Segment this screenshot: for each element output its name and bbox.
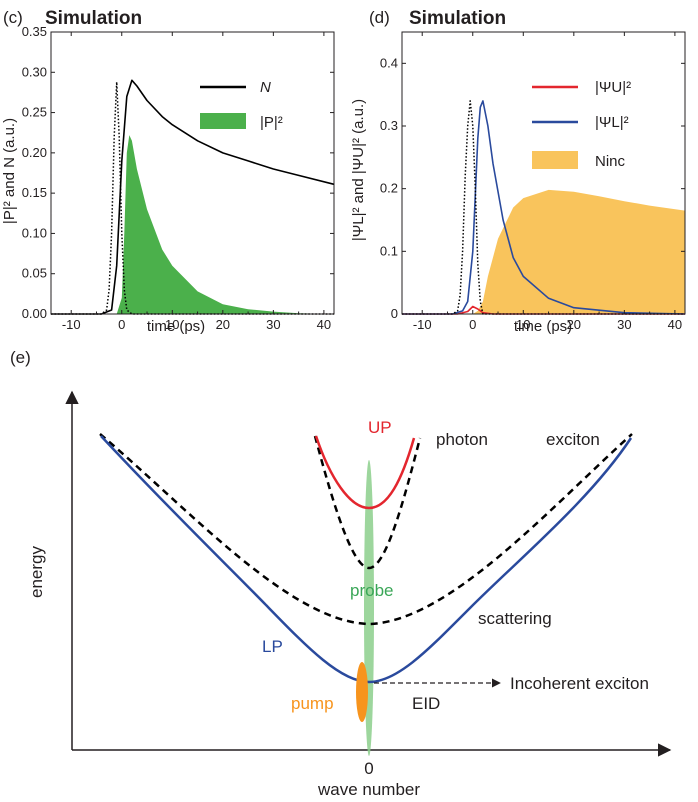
d-ytick-label: 0.1 <box>380 243 398 258</box>
c-xtick-label: 20 <box>216 317 230 332</box>
photon-dispersion <box>313 435 422 570</box>
panel-c: (c) Simulation |P|² and N (a.u.) time (p… <box>1 8 335 335</box>
d-xtick-label: 0 <box>469 317 476 332</box>
d-series-area-2 <box>402 189 685 314</box>
c-ytick-label: 0.05 <box>22 266 47 281</box>
legend-p-swatch <box>200 113 246 129</box>
panel-c-tag: (c) <box>3 8 23 27</box>
panel-c-xlabel: time (ps) <box>147 318 205 335</box>
c-xtick-label: 30 <box>266 317 280 332</box>
legend-ninc-label: Ninc <box>595 153 626 170</box>
legend-n-label: N <box>260 79 271 96</box>
panel-e: (e) 0 wave number energy UP ph <box>10 348 672 799</box>
d-xtick-label: 30 <box>617 317 631 332</box>
d-ytick-label: 0.3 <box>380 118 398 133</box>
d-ytick-label: 0.2 <box>380 181 398 196</box>
energy-label: energy <box>27 546 46 598</box>
c-ytick-label: 0.25 <box>22 105 47 120</box>
c-ytick-label: 0.30 <box>22 64 47 79</box>
d-frame <box>401 31 686 315</box>
c-frame <box>50 31 335 315</box>
legend-p-label: |P|² <box>260 114 283 131</box>
legend-psiu-label: |ΨU|² <box>595 79 631 96</box>
panel-d-title: Simulation <box>409 8 506 29</box>
c-ytick-label: 0.35 <box>22 24 47 39</box>
panel-d-ylabel: |ΨL|² and |ΨU|² (a.u.) <box>350 99 367 241</box>
c-xtick-label: -10 <box>62 317 81 332</box>
c-ytick-label: 0.10 <box>22 225 47 240</box>
up-branch <box>314 435 416 510</box>
eid-label: EID <box>412 694 440 713</box>
panel-e-tag: (e) <box>10 348 31 367</box>
panel-d-tag: (d) <box>369 8 390 27</box>
c-series-line-0 <box>51 79 335 315</box>
d-ytick-label: 0 <box>391 306 398 321</box>
c-xtick-label: 40 <box>317 317 331 332</box>
c-series-area-1 <box>51 135 334 314</box>
c-xtick-label: 0 <box>118 317 125 332</box>
d-xtick-label: -10 <box>413 317 432 332</box>
legend-ninc-swatch <box>532 151 578 169</box>
panel-c-plot: -10 0 10 20 30 40 0.00 0.05 0.10 0.15 0.20 0.25 0.30… <box>22 24 335 332</box>
wavenumber-label: wave number <box>317 780 420 799</box>
c-ytick-label: 0.15 <box>22 185 47 200</box>
d-ytick-label: 0.4 <box>380 55 398 70</box>
panel-d-plot: -10 0 10 20 30 40 0 0.1 0.2 0.3 0.4 <box>380 31 686 332</box>
c-xtick-label: 10 <box>165 317 179 332</box>
panel-c-title: Simulation <box>45 8 142 29</box>
incoherent-exciton-label: Incoherent exciton <box>510 674 649 693</box>
panel-c-ylabel: |P|² and N (a.u.) <box>1 118 18 224</box>
d-series-line-1 <box>402 100 686 315</box>
lp-branch <box>100 435 633 684</box>
lp-label: LP <box>262 637 283 656</box>
d-xtick-label: 40 <box>668 317 682 332</box>
c-ytick-label: 0.00 <box>22 306 47 321</box>
probe-label: probe <box>350 581 393 600</box>
panel-d-legend: |ΨU|² |ΨL|² Ninc <box>532 79 631 170</box>
panel-d-xlabel: time (ps) <box>514 318 572 335</box>
exciton-label: exciton <box>546 430 600 449</box>
scattering-label: scattering <box>478 609 552 628</box>
pump-label: pump <box>291 694 334 713</box>
photon-label: photon <box>436 430 488 449</box>
panel-d: (d) Simulation |ΨL|² and |ΨU|² (a.u.) ti… <box>350 8 686 335</box>
wavenumber-zero-tick: 0 <box>364 759 373 778</box>
panel-c-legend: N |P|² <box>200 79 283 131</box>
up-label: UP <box>368 418 392 437</box>
pump-spot <box>356 662 368 722</box>
legend-psil-label: |ΨL|² <box>595 114 629 131</box>
c-ytick-label: 0.20 <box>22 145 47 160</box>
c-series-line-2 <box>51 81 334 315</box>
d-xtick-label: 20 <box>567 317 581 332</box>
d-xtick-label: 10 <box>516 317 530 332</box>
